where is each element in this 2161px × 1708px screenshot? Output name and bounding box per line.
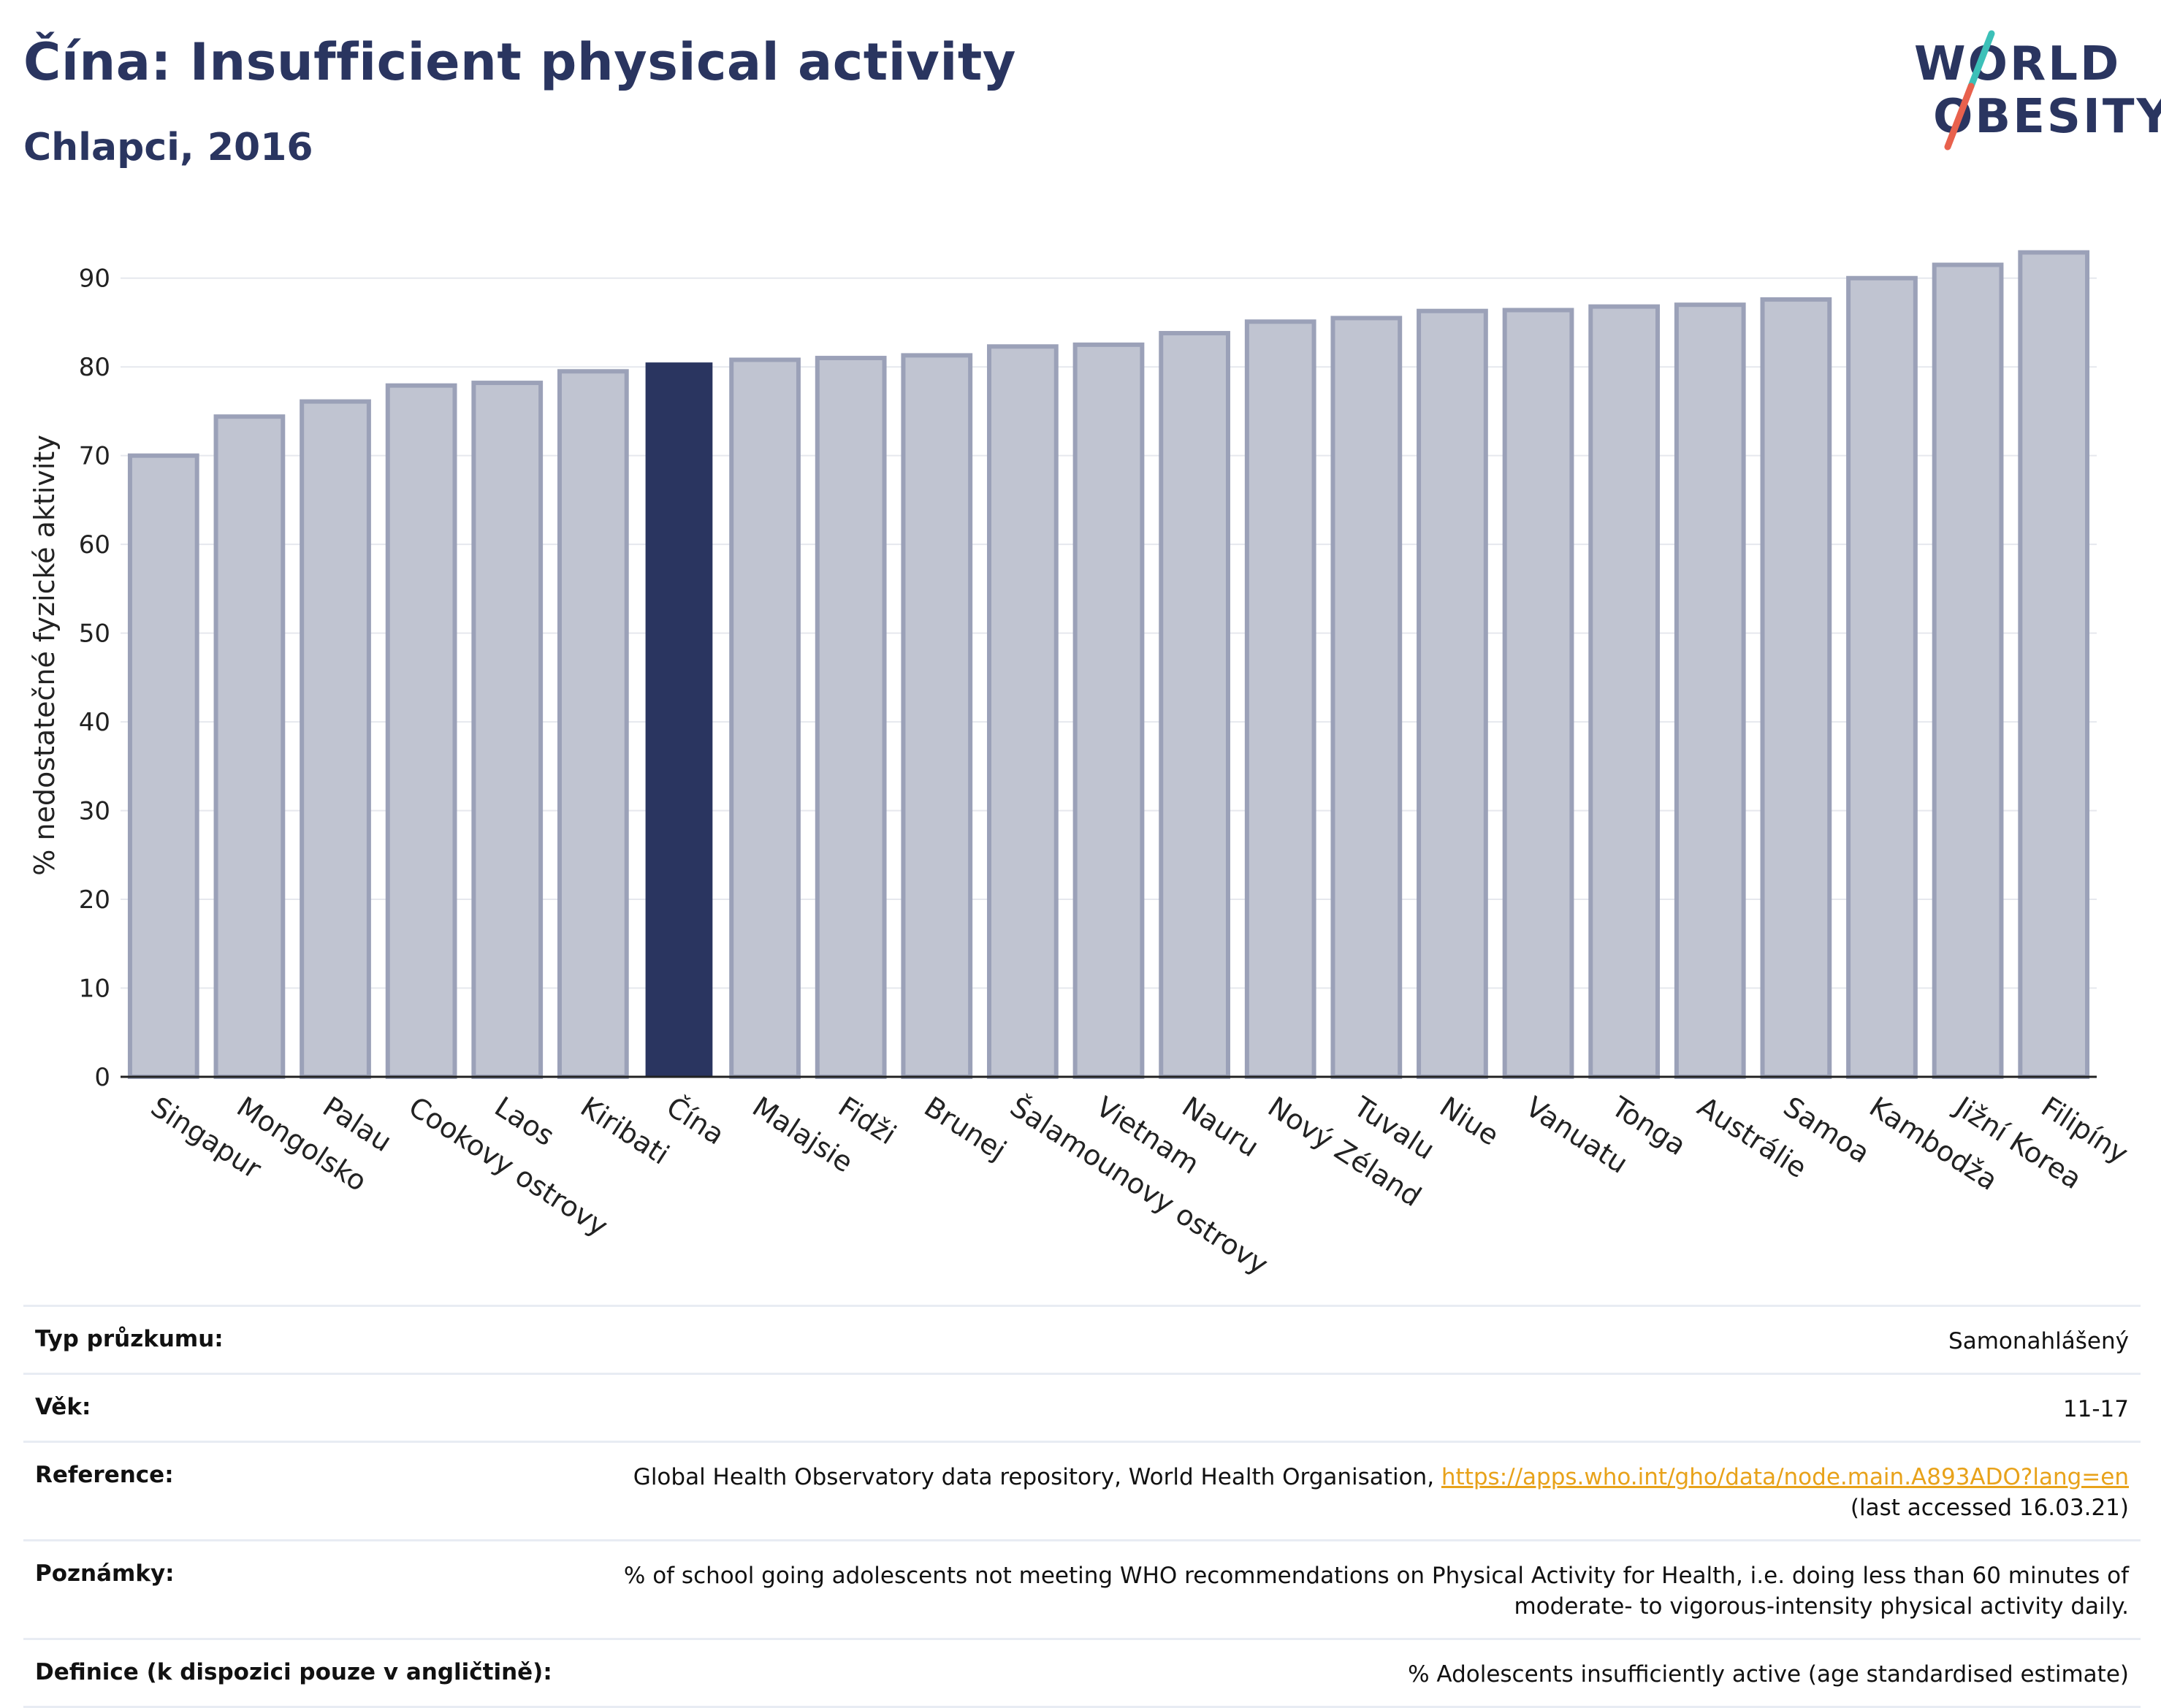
bar-3 [300, 399, 371, 1079]
y-tick-label: 0 [94, 1063, 110, 1092]
reference-label: Reference: [35, 1462, 174, 1488]
y-tick-label: 70 [79, 442, 110, 471]
reference-accessed: (last accessed 16.03.21) [1850, 1495, 2129, 1521]
definition-value: % Adolescents insufficiently active (age… [1408, 1661, 2129, 1688]
bar-20 [1760, 297, 1832, 1080]
reference-value: Global Health Observatory data repositor… [633, 1462, 2129, 1523]
bar-22 [1932, 262, 2004, 1080]
definition-row: Definice (k dispozici pouze v angličtině… [23, 1638, 2141, 1708]
bar-21 [1846, 275, 1918, 1080]
bar-6 [557, 369, 629, 1079]
chart-subtitle: Chlapci, 2016 [23, 126, 313, 169]
y-tick-label: 60 [79, 530, 110, 560]
y-tick-label: 90 [79, 264, 110, 294]
bar-17 [1502, 308, 1574, 1079]
logo-line2: OBESITY [1933, 90, 2161, 144]
bar-18 [1588, 304, 1661, 1080]
bar-5 [471, 381, 544, 1079]
y-tick-label: 10 [79, 975, 110, 1004]
y-tick-label: 50 [79, 619, 110, 649]
bar-2 [213, 414, 286, 1079]
survey-value: Samonahlášený [1948, 1328, 2129, 1354]
bar-8 [729, 357, 801, 1080]
y-axis-label: % nedostatečné fyzické aktivity [28, 435, 61, 876]
logo-slash-icon [1944, 30, 1995, 150]
info-table: Typ průzkumu: Samonahlášený Věk: 11-17 R… [23, 1305, 2141, 1708]
survey-row: Typ průzkumu: Samonahlášený [23, 1305, 2141, 1373]
y-tick-label: 30 [79, 797, 110, 826]
bar-15 [1330, 316, 1403, 1079]
age-row: Věk: 11-17 [23, 1373, 2141, 1441]
chart-title: Čína: Insufficient physical activity [23, 32, 1016, 92]
bar-23 [2018, 250, 2090, 1079]
notes-label: Poznámky: [35, 1560, 175, 1587]
bar-10 [901, 353, 973, 1079]
bar-19 [1674, 302, 1746, 1079]
y-tick-label: 40 [79, 708, 110, 737]
logo-line1: WORLD [1914, 37, 2122, 91]
reference-row: Reference: Global Health Observatory dat… [23, 1441, 2141, 1539]
bar-7 [645, 362, 713, 1077]
age-value: 11-17 [2062, 1396, 2129, 1422]
bar-12 [1072, 342, 1145, 1079]
bar-chart: 0 10 20 30 40 50 60 70 80 90 % nedostatečné fyzick… [28, 250, 2134, 1281]
reference-link[interactable]: https://apps.who.int/gho/data/node.main.… [1441, 1464, 2129, 1490]
world-obesity-logo: WORLD OBESITY [1907, 26, 2161, 158]
bar-13 [1159, 331, 1230, 1079]
age-label: Věk: [35, 1394, 91, 1420]
y-tick-label: 20 [79, 885, 110, 915]
definition-label: Definice (k dispozici pouze v angličtině… [35, 1659, 552, 1685]
x-tick-label: Kiribati [575, 1091, 675, 1171]
bar-9 [815, 356, 887, 1079]
bar-11 [987, 344, 1059, 1079]
y-tick-label: 80 [79, 353, 110, 382]
notes-value: % of school going adolescents not meetin… [623, 1563, 2129, 1620]
survey-label: Typ průzkumu: [35, 1326, 224, 1352]
bar-16 [1417, 308, 1488, 1079]
bar-14 [1244, 319, 1316, 1080]
bar-4 [385, 383, 457, 1079]
x-tick-label: Niue [1434, 1091, 1504, 1152]
reference-text: Global Health Observatory data repositor… [633, 1464, 1441, 1490]
x-tick-label: Brunej [918, 1091, 1012, 1167]
bar-1 [127, 453, 199, 1079]
notes-row: Poznámky: % of school going adolescents … [23, 1539, 2141, 1638]
